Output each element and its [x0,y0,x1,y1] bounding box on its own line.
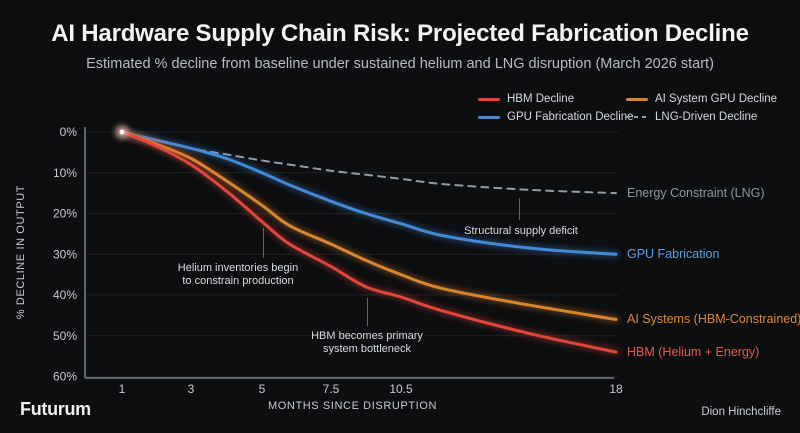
legend-item-hbm-decline: HBM Decline [478,91,626,107]
end-label-ai-systems-hbm-constrained-: AI Systems (HBM-Constrained) [627,312,800,327]
series-glow [118,128,620,356]
legend-label: AI System GPU Decline [655,93,778,105]
y-tick-label: 0% [60,125,78,139]
end-label-energy-constraint-lng-: Energy Constraint (LNG) [627,186,765,201]
end-label-hbm-helium-energy-: HBM (Helium + Energy) [627,345,760,360]
x-tick-label: 5 [259,382,266,396]
legend-label: HBM Decline [507,93,575,105]
x-tick-label: 18 [609,382,623,396]
legend-swatch [478,97,500,101]
y-axis-title: % DECLINE IN OUTPUT [15,184,27,320]
legend-swatch [626,97,648,101]
y-tick-label: 60% [53,370,77,384]
page-subtitle: Estimated % decline from baseline under … [86,56,714,72]
legend-swatch [478,115,500,119]
annotation-connector [263,228,264,258]
x-tick-label: 10.5 [389,382,413,396]
chart-legend: HBM Decline AI System GPU Decline GPU Fabr… [478,91,777,125]
x-axis-title: MONTHS SINCE DISRUPTION [267,400,438,412]
series-line [120,130,618,354]
series-line [120,130,618,256]
legend-swatch [626,116,648,118]
annotation-text-2: Structural supply deficit [464,225,578,237]
end-label-gpu-fabrication: GPU Fabrication [627,247,720,262]
annotation-text-0: Helium inventories begin to constrain pr… [177,262,299,287]
start-point [119,129,125,135]
y-tick-label: 20% [53,207,77,221]
legend-item-gpu-fabrication-decline: GPU Fabrication Decline [478,109,634,125]
legend-item-ai-system-gpu-decline: AI System GPU Decline [626,91,777,107]
legend-label: GPU Fabrication Decline [507,111,634,123]
y-tick-label: 30% [53,247,77,261]
y-tick-label: 50% [53,329,77,343]
annotation-connector [519,198,520,220]
x-tick-label: 7.5 [323,382,340,396]
chart-header: AI Hardware Supply Chain Risk: Projected… [0,0,800,72]
x-tick-label: 3 [188,382,195,396]
series-line [120,130,618,321]
annotation-connector [367,298,368,326]
legend-label: LNG-Driven Decline [655,111,758,123]
y-tick-label: 40% [53,288,77,302]
page-title: AI Hardware Supply Chain Risk: Projected… [51,20,749,47]
x-tick-label: 1 [119,382,126,396]
y-tick-label: 10% [53,166,77,180]
annotation-text-1: HBM becomes primary system bottleneck [311,330,423,355]
legend-item-lng-driven-decline: LNG-Driven Decline [626,109,777,125]
